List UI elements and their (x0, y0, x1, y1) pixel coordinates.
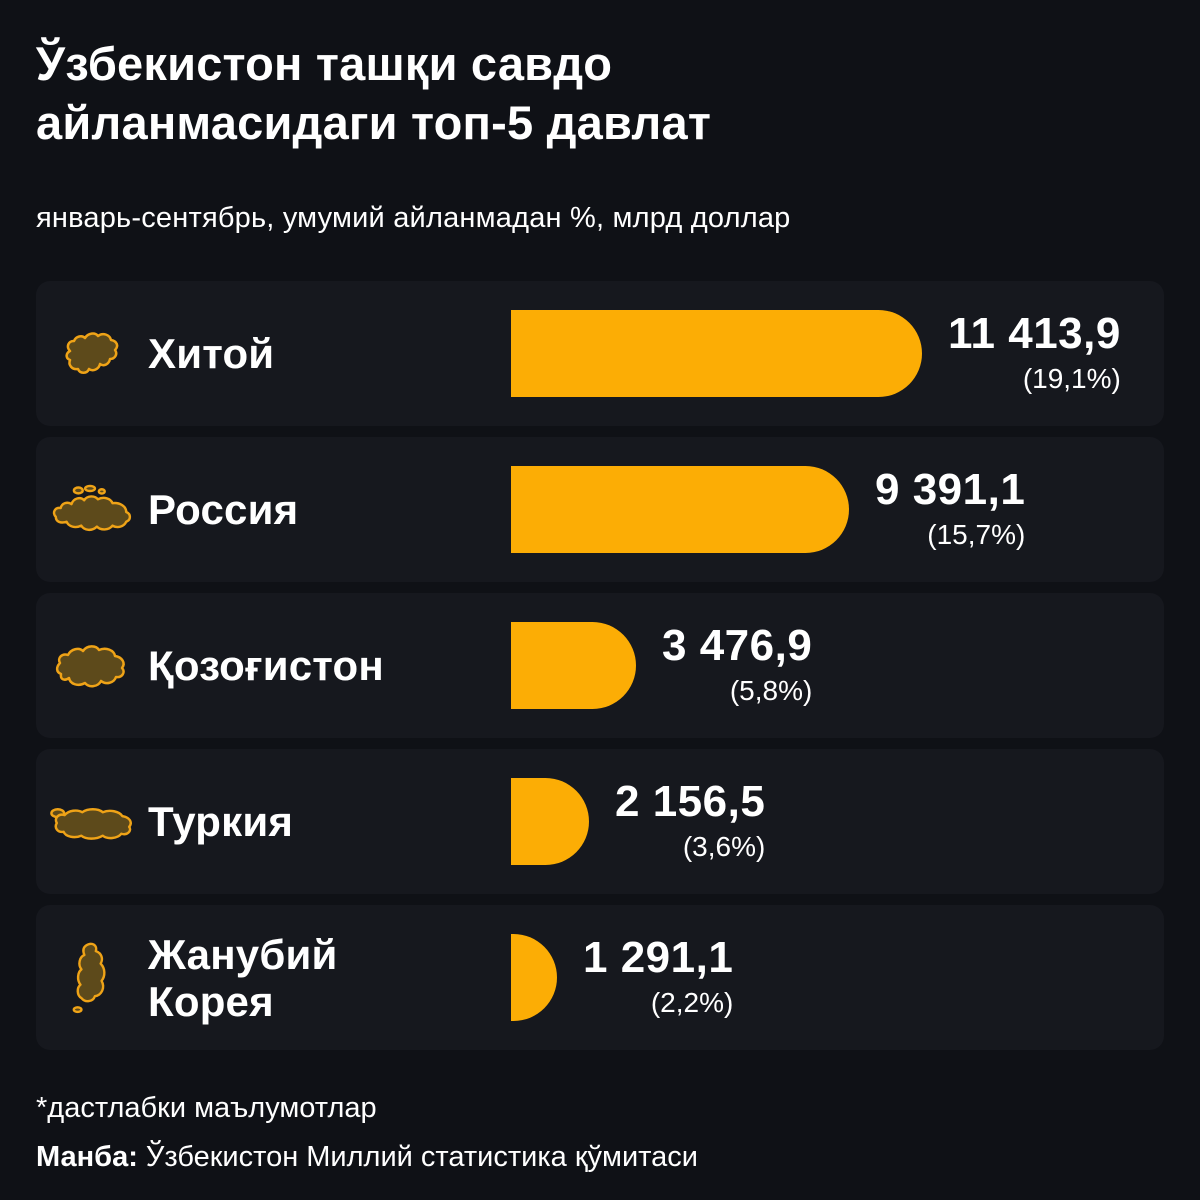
footnote: *дастлабки маълумотлар (36, 1092, 377, 1125)
value-block: 3 476,9 (5,8%) (662, 621, 813, 707)
percent-label: (19,1%) (1022, 363, 1121, 395)
value-label: 9 391,1 (875, 465, 1026, 515)
page-title: Ўзбекистон ташқи савдо айланмасидаги топ… (36, 37, 712, 150)
bar-group: 11 413,9 (19,1%) (511, 281, 1121, 426)
bar-group: 9 391,1 (15,7%) (511, 437, 1025, 582)
value-label: 2 156,5 (615, 777, 766, 827)
value-label: 1 291,1 (583, 933, 734, 983)
country-label: Жанубий Корея (148, 930, 338, 1025)
value-block: 11 413,9 (19,1%) (948, 309, 1121, 395)
value-bar (511, 622, 636, 710)
country-row-kazakhstan: Қозоғистон 3 476,9 (5,8%) (36, 593, 1164, 739)
value-bar (511, 778, 589, 866)
country-label: Хитой (148, 330, 275, 378)
china-map-icon (36, 329, 148, 379)
kazakhstan-map-icon (36, 637, 148, 695)
russia-map-icon (36, 481, 148, 539)
value-block: 9 391,1 (15,7%) (875, 465, 1026, 551)
south-korea-map-icon (36, 939, 148, 1017)
bar-group: 3 476,9 (5,8%) (511, 593, 812, 738)
country-row-china: Хитой 11 413,9 (19,1%) (36, 281, 1164, 427)
infographic-page: Ўзбекистон ташқи савдо айланмасидаги топ… (36, 37, 1164, 1174)
percent-label: (2,2%) (650, 987, 734, 1019)
bar-group: 1 291,1 (2,2%) (511, 905, 733, 1050)
value-label: 3 476,9 (662, 621, 813, 671)
percent-label: (15,7%) (927, 519, 1026, 551)
value-block: 2 156,5 (3,6%) (615, 777, 766, 863)
country-label: Россия (148, 486, 299, 534)
country-row-south-korea: Жанубий Корея 1 291,1 (2,2%) (36, 905, 1164, 1051)
country-label: Туркия (148, 798, 294, 846)
chart-subtitle: январь-сентябрь, умумий айланмадан %, мл… (36, 202, 791, 235)
percent-label: (3,6%) (682, 831, 766, 863)
turkey-map-icon (36, 801, 148, 843)
percent-label: (5,8%) (729, 675, 813, 707)
value-bar (511, 310, 922, 398)
value-label: 11 413,9 (948, 309, 1121, 359)
value-bar (511, 934, 557, 1022)
country-row-russia: Россия 9 391,1 (15,7%) (36, 437, 1164, 583)
value-bar (511, 466, 849, 554)
value-block: 1 291,1 (2,2%) (583, 933, 734, 1019)
country-row-turkey: Туркия 2 156,5 (3,6%) (36, 749, 1164, 895)
source-line: Манба: Ўзбекистон Миллий статистика қўми… (36, 1141, 1164, 1174)
bar-chart: Хитой 11 413,9 (19,1%) Россия (36, 281, 1164, 1051)
bar-group: 2 156,5 (3,6%) (511, 749, 765, 894)
country-label: Қозоғистон (148, 642, 384, 690)
source-text: Ўзбекистон Миллий статистика қўмитаси (145, 1141, 698, 1174)
source-label: Манба: (36, 1141, 138, 1174)
